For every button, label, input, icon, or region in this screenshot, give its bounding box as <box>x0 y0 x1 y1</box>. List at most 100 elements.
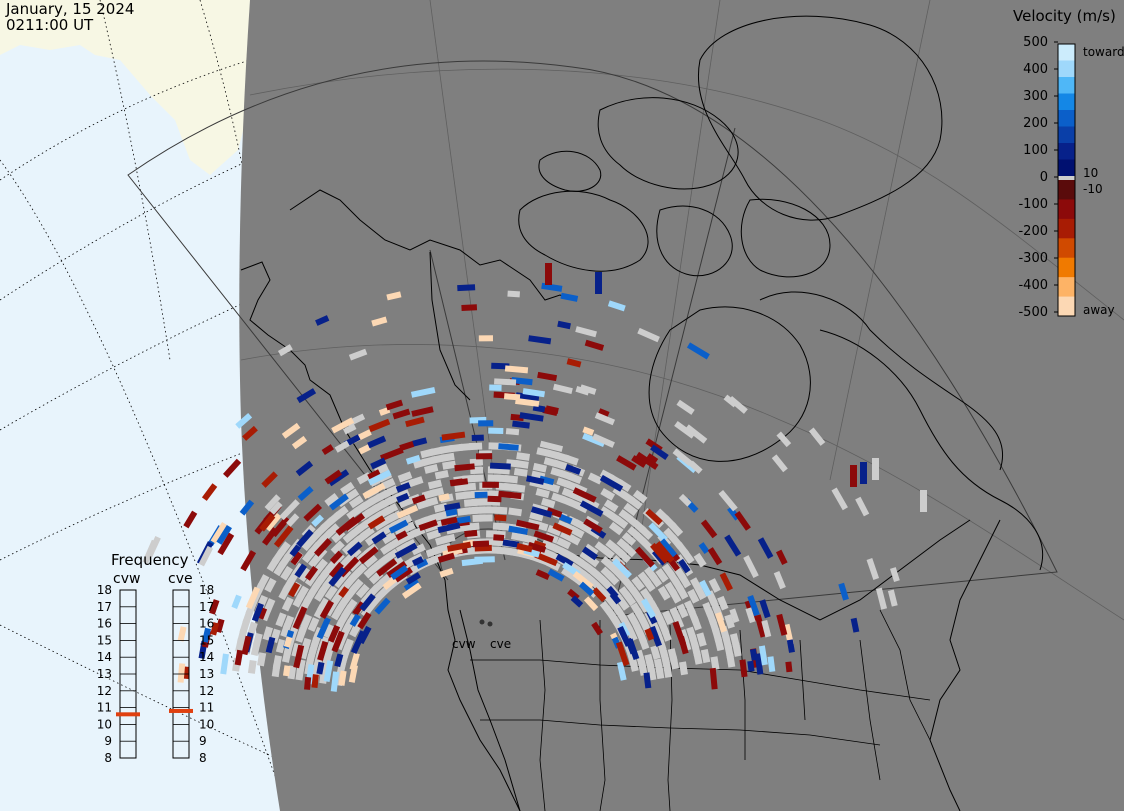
radar-cell <box>376 558 398 577</box>
radar-cell <box>489 462 511 470</box>
radar-cell <box>747 660 755 672</box>
radar-cell <box>605 571 620 586</box>
radar-cell <box>142 539 158 565</box>
radar-cell <box>767 656 776 672</box>
radar-cell <box>177 663 186 683</box>
radar-cell <box>439 567 454 578</box>
velocity-tick-label: -300 <box>1018 251 1048 266</box>
radar-cell <box>297 486 314 502</box>
radar-cell <box>522 388 546 398</box>
frequency-tick-label: 12 <box>199 684 214 698</box>
radar-cell <box>329 493 349 511</box>
frequency-tick-label: 15 <box>199 633 214 647</box>
radar-cell <box>560 292 579 302</box>
radar-cell <box>545 405 559 414</box>
radar-cell <box>479 514 493 522</box>
radar-cell <box>257 574 270 589</box>
radar-cell <box>743 555 759 579</box>
radar-cell <box>557 320 571 330</box>
radar-cell <box>758 645 768 666</box>
radar-cell <box>747 594 760 617</box>
radar-cell <box>572 487 597 503</box>
radar-cell <box>650 542 670 564</box>
velocity-tick-label: 0 <box>1040 170 1048 185</box>
radar-cell <box>645 508 663 526</box>
radar-cell <box>584 497 600 511</box>
radar-cell <box>678 558 691 574</box>
radar-cell <box>508 525 528 535</box>
frequency-radar-cve: cve <box>168 571 193 587</box>
radar-cell <box>734 511 751 531</box>
radar-cell <box>411 543 426 556</box>
radar-cell <box>526 475 545 485</box>
radar-cell <box>504 475 519 484</box>
radar-cell <box>327 624 341 643</box>
radar-cell <box>329 550 343 564</box>
radar-cell <box>360 526 375 540</box>
legend-away-label: away <box>1083 303 1115 317</box>
radar-cell <box>850 617 860 633</box>
radar-cell <box>669 522 684 537</box>
radar-cell <box>514 460 529 469</box>
radar-cell <box>685 424 708 444</box>
color-bar-segment <box>1058 199 1075 220</box>
radar-cell <box>385 399 404 411</box>
radar-cell <box>875 587 888 610</box>
radar-cell <box>669 655 680 670</box>
color-bar-segment <box>1058 77 1075 94</box>
radar-cell <box>498 443 519 451</box>
radar-cell <box>567 472 583 485</box>
radar-cell <box>275 638 286 654</box>
radar-cell <box>446 541 472 552</box>
radar-cell <box>729 608 740 623</box>
radar-cell <box>650 444 669 460</box>
radar-cell <box>437 522 461 534</box>
radar-cell <box>587 472 603 485</box>
radar-cell <box>558 513 573 525</box>
radar-cell <box>242 425 258 441</box>
radar-cell <box>442 460 457 470</box>
frequency-tick-label: 9 <box>104 734 112 748</box>
radar-cell <box>440 452 455 462</box>
radar-cell <box>655 665 665 680</box>
radar-cell <box>582 426 595 436</box>
frequency-tick-label: 12 <box>97 684 112 698</box>
radar-cell <box>296 388 317 404</box>
radar-cell <box>655 568 669 583</box>
radar-cell <box>348 348 368 361</box>
radar-cell <box>632 489 648 504</box>
radar-cell <box>286 513 300 527</box>
radar-cell <box>591 587 607 603</box>
frequency-tick-label: 8 <box>104 751 112 765</box>
radar-cell <box>411 556 424 567</box>
radar-cell <box>331 417 355 434</box>
radar-cell <box>223 458 242 478</box>
radar-cell <box>424 463 439 474</box>
radar-cell <box>202 627 211 643</box>
radar-cell <box>384 548 400 562</box>
radar-cell <box>540 497 556 509</box>
radar-cell <box>328 566 347 587</box>
radar-cell <box>688 460 703 474</box>
radar-cell <box>488 427 504 435</box>
velocity-tick-label: 400 <box>1023 62 1048 77</box>
radar-cell <box>694 585 707 601</box>
radar-cell <box>648 572 663 588</box>
velocity-legend: Velocity (m/s) 500 400 300 200 100 0 -100 -200 -… <box>1013 7 1124 320</box>
radar-cell <box>319 600 335 619</box>
radar-cell <box>427 479 443 490</box>
radar-cell <box>609 592 622 605</box>
radar-cell <box>220 653 229 675</box>
radar-cell <box>296 585 309 601</box>
radar-cell <box>625 626 638 642</box>
color-bar-segment <box>1058 126 1075 144</box>
radar-cell <box>860 462 867 484</box>
radar-cell <box>759 599 771 619</box>
radar-cell <box>367 435 387 449</box>
radar-cell <box>401 582 422 599</box>
radar-cell <box>445 508 458 517</box>
radar-cell <box>457 284 476 292</box>
radar-cell <box>340 481 355 495</box>
radar-cell <box>654 541 675 563</box>
velocity-tick-label: 500 <box>1023 35 1048 50</box>
